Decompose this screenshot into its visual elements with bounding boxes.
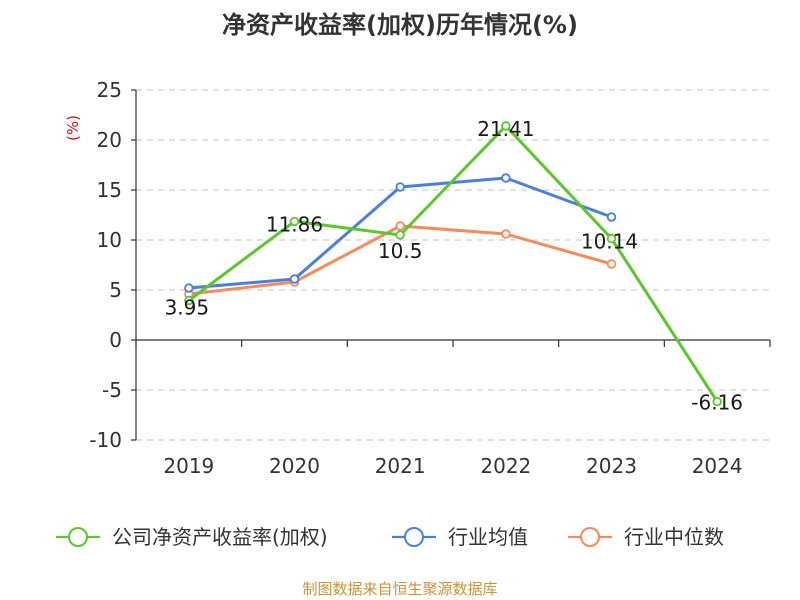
data-label: 10.14 (581, 230, 638, 254)
y-tick-label: 25 (97, 78, 122, 102)
y-tick-label: -5 (102, 378, 122, 402)
legend-item-0[interactable]: 公司净资产收益率(加权) (56, 525, 328, 549)
x-tick-label: 2021 (375, 454, 426, 478)
data-label: 21.41 (477, 117, 534, 141)
y-tick-label: -10 (89, 428, 122, 452)
legend-marker-icon (580, 527, 600, 547)
x-tick-label: 2020 (269, 454, 320, 478)
data-point (184, 295, 194, 306)
source-note: 制图数据来自恒生聚源数据库 (302, 580, 497, 598)
data-point (395, 182, 405, 192)
data-point (712, 396, 722, 407)
x-tick-label: 2022 (480, 454, 531, 478)
x-tick-label: 2019 (163, 454, 214, 478)
y-tick-label: 20 (97, 128, 122, 152)
y-tick-label: 15 (97, 178, 122, 202)
data-point (501, 121, 511, 131)
legend-item-2[interactable]: 行业中位数 (568, 525, 724, 549)
data-point (289, 274, 300, 284)
legend-label: 行业中位数 (624, 525, 724, 549)
y-tick-label: 5 (109, 278, 122, 302)
y-tick-label: 10 (97, 228, 122, 252)
y-axis-unit-label: (%) (64, 115, 82, 141)
data-point (395, 230, 405, 240)
series-line-0 (187, 124, 719, 403)
legend-label: 行业均值 (448, 525, 528, 549)
x-tick-label: 2023 (586, 454, 637, 478)
x-tick-label: 2024 (692, 454, 743, 478)
data-point (289, 216, 300, 227)
legend-label: 公司净资产收益率(加权) (112, 525, 328, 549)
data-label: -6.16 (691, 391, 743, 415)
data-point (501, 229, 511, 239)
data-point (395, 221, 405, 231)
legend-item-1[interactable]: 行业均值 (392, 525, 528, 549)
data-point (606, 212, 617, 222)
data-labels: 3.95 11.86 10.5 21.41 10.14 -6.16 (165, 117, 743, 415)
series-lines (184, 121, 722, 407)
data-label: 3.95 (165, 296, 210, 320)
data-point (606, 233, 617, 244)
data-point (501, 173, 511, 183)
data-point (184, 283, 194, 293)
legend-marker-icon (404, 527, 424, 547)
gridlines (136, 89, 770, 441)
legend-marker-icon (68, 527, 88, 547)
data-label: 10.5 (378, 239, 423, 263)
axes: 25 20 15 10 5 0 -5 -10 2019 2020 2021 2022 2023 2024 (89, 78, 771, 478)
data-point (606, 259, 617, 269)
y-tick-label: 0 (109, 328, 122, 352)
data-label: 11.86 (266, 212, 323, 236)
legend[interactable]: 公司净资产收益率(加权) 行业均值 行业中位数 (56, 525, 724, 549)
chart-title: 净资产收益率(加权)历年情况(%) (222, 11, 578, 39)
